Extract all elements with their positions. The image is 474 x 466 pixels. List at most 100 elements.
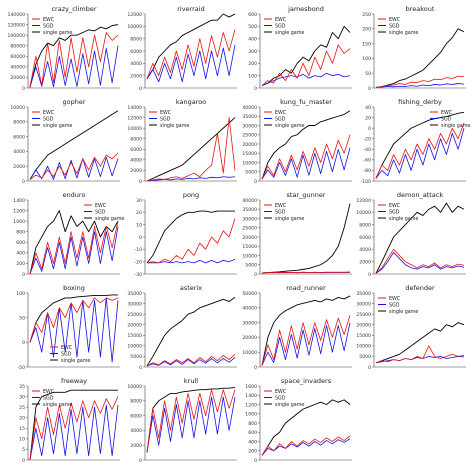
legend-label: EWC (389, 17, 401, 23)
legend-label: single game (43, 123, 72, 129)
y-tick-label: 35000 (127, 291, 142, 297)
legend-label: SGD (95, 209, 106, 215)
subplot-pong: pong -30 -20 -10 0 10 20 30 (134, 191, 237, 278)
y-tick-label: 10000 (10, 105, 25, 111)
legend-label: SGD (43, 23, 54, 29)
series-line-single-game (29, 389, 118, 461)
legend-label: SGD (43, 395, 54, 401)
y-tick-label: 5000 (245, 170, 257, 176)
subplot-title: kung_fu_master (280, 98, 332, 106)
y-tick-label: 15000 (127, 333, 142, 339)
y-tick-label: -40 (363, 147, 371, 153)
y-tick-label: 20 (365, 115, 371, 121)
y-tick-label: -30 (134, 272, 142, 278)
y-tick-label: 2000 (130, 168, 142, 174)
y-tick-label: 2000 (130, 73, 142, 79)
legend-label: single game (441, 123, 470, 129)
subplot-defender: defender 0 5000 10000 15000 20000 25000 30000 35… (356, 284, 466, 371)
series-line-sgd (29, 297, 119, 363)
y-tick-label: 6000 (130, 147, 142, 153)
series-line-ewc (375, 75, 465, 88)
y-tick-label: -20 (134, 259, 142, 265)
y-tick-label: 10 (136, 222, 142, 228)
legend-label: EWC (95, 203, 107, 209)
subplot-demon_attack: demon_attack 0 2000 4000 6000 8000 10000 12000 E… (356, 191, 466, 278)
y-tick-label: 200 (248, 449, 257, 455)
series-line-sgd (146, 44, 236, 83)
y-tick-label: 2000 (130, 443, 142, 449)
series-line-ewc (375, 248, 465, 274)
y-tick-label: 5 (22, 447, 25, 453)
subplot-title: road_runner (286, 284, 326, 292)
y-tick-label: 100 (362, 56, 371, 62)
subplot-title: enduro (63, 191, 86, 199)
legend-label: EWC (275, 17, 287, 23)
series-line-sgd (375, 252, 465, 274)
subplot-title: star_gunner (287, 191, 326, 199)
y-tick-label: 4000 (130, 158, 142, 164)
y-tick-label: 400 (16, 251, 25, 257)
legend-label: EWC (43, 389, 55, 395)
y-tick-label: 30000 (242, 216, 257, 222)
y-tick-label: 25000 (242, 133, 257, 139)
y-tick-label: 5000 (130, 354, 142, 360)
series-line-single-game (146, 210, 235, 264)
y-tick-label: 35000 (242, 207, 257, 213)
y-tick-label: 14000 (127, 105, 142, 111)
y-tick-label: 4000 (130, 428, 142, 434)
subplot-title: kangaroo (176, 98, 206, 106)
y-tick-label: 60000 (10, 54, 25, 60)
y-tick-label: 40 (365, 105, 371, 111)
series-line-single-game (146, 117, 236, 182)
y-tick-label: 0 (139, 179, 142, 185)
series-line-single-game (29, 110, 119, 180)
legend-label: EWC (275, 110, 287, 116)
y-tick-label: 20000 (242, 142, 257, 148)
series-line-sgd (146, 396, 236, 453)
y-tick-label: 200 (248, 61, 257, 67)
subplot-title: defender (405, 284, 435, 292)
y-tick-label: 0 (22, 458, 25, 464)
y-tick-label: 30000 (242, 320, 257, 326)
y-tick-label: 1400 (245, 393, 257, 399)
series-line-single-game (261, 399, 351, 456)
y-tick-label: 100 (248, 73, 257, 79)
legend-label: single game (389, 216, 418, 222)
legend-label: single game (275, 30, 304, 36)
legend-label: EWC (441, 110, 453, 116)
subplot-title: gopher (62, 98, 85, 106)
y-tick-label: 5000 (359, 354, 371, 360)
legend-label: single game (160, 123, 189, 129)
subplot-asterix: asterix 0 5000 10000 15000 20000 25000 30000 350… (127, 284, 237, 371)
series-line-ewc (146, 29, 236, 79)
y-tick-label: 0 (254, 272, 257, 278)
y-tick-label: 8000 (130, 36, 142, 42)
y-tick-label: 15 (19, 426, 25, 432)
y-tick-label: 120000 (7, 22, 25, 28)
y-tick-label: 25000 (242, 226, 257, 232)
y-tick-label: 25 (19, 405, 25, 411)
y-tick-label: 10000 (127, 24, 142, 30)
legend-label: SGD (61, 351, 72, 357)
y-tick-label: 15000 (356, 333, 371, 339)
y-tick-label: 40000 (242, 306, 257, 312)
y-tick-label: 20000 (242, 235, 257, 241)
subplot-title: breakout (406, 5, 435, 13)
y-tick-label: 20 (19, 416, 25, 422)
subplot-title: freeway (61, 377, 87, 385)
legend-label: SGD (389, 209, 400, 215)
y-tick-label: 0 (139, 458, 142, 464)
y-tick-label: 5000 (245, 263, 257, 269)
y-tick-label: 10000 (356, 344, 371, 350)
y-tick-label: 8000 (130, 137, 142, 143)
y-tick-label: 4000 (13, 149, 25, 155)
